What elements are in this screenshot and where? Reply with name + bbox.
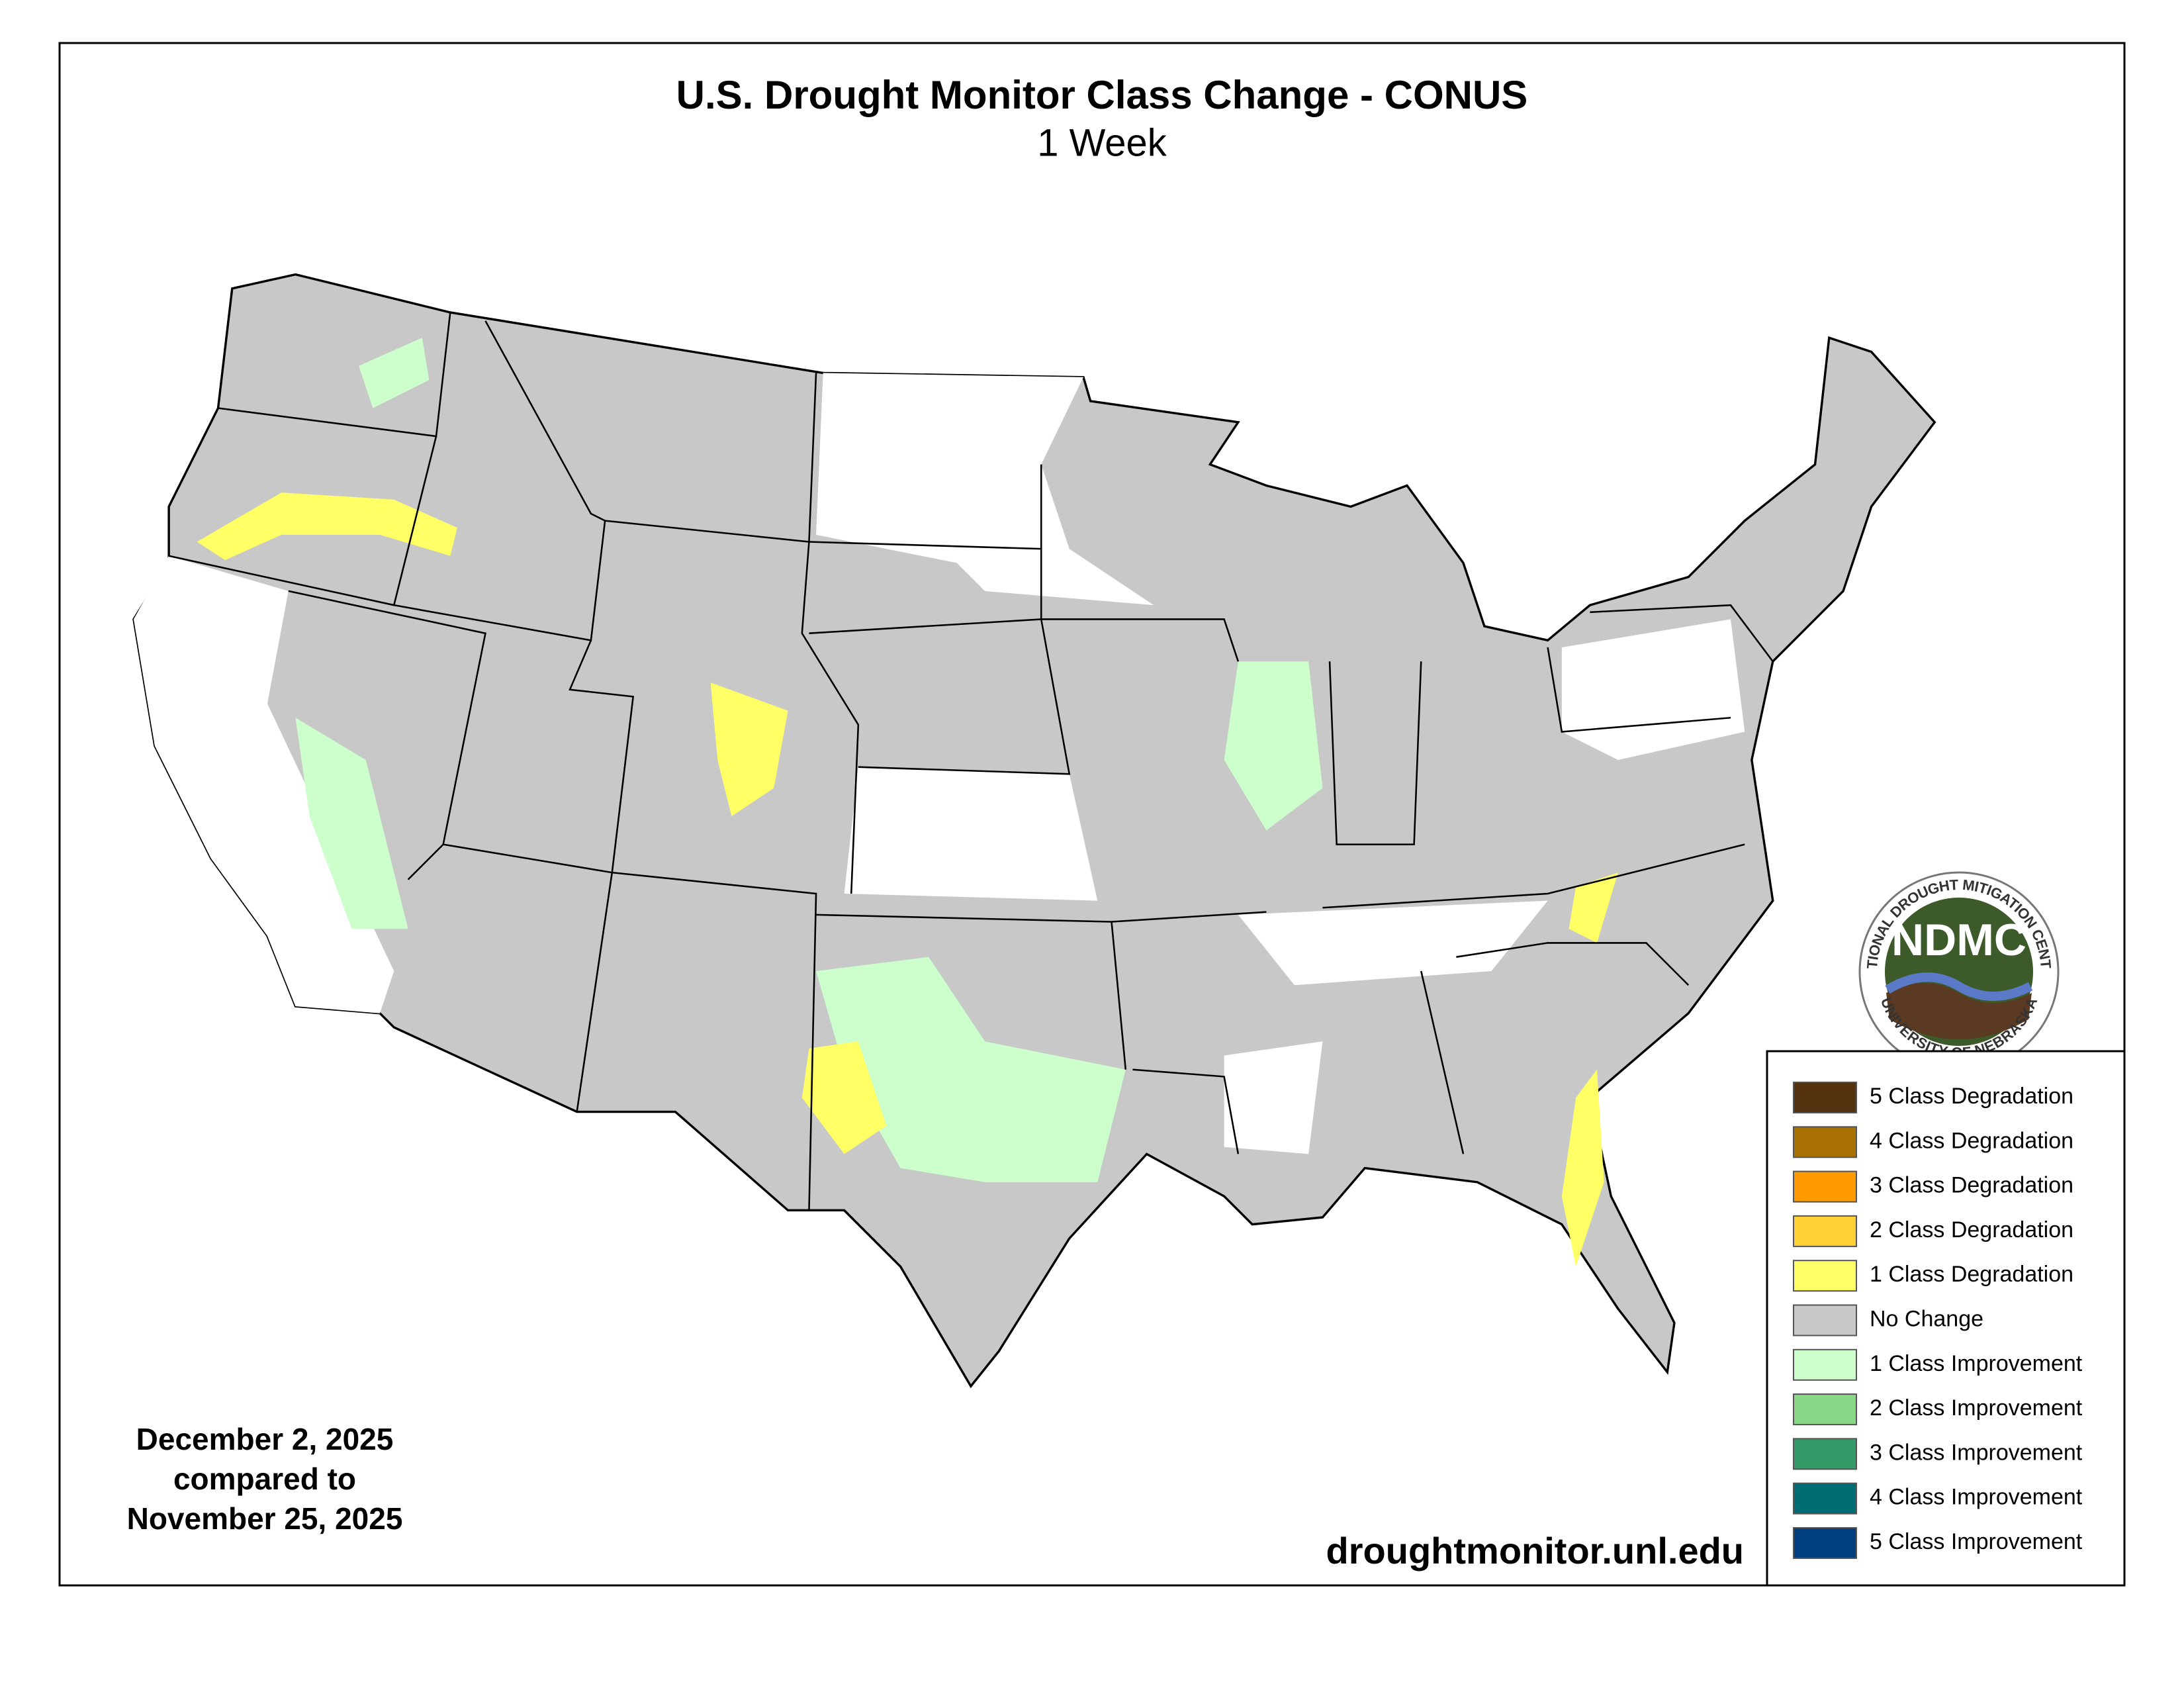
legend-swatch xyxy=(1793,1215,1857,1247)
no-data-area xyxy=(1561,619,1745,761)
no-data-area xyxy=(1238,900,1548,986)
legend-label: 2 Class Degradation xyxy=(1870,1217,2073,1243)
degradation-area xyxy=(1561,1069,1604,1267)
legend-swatch xyxy=(1793,1304,1857,1336)
legend-swatch xyxy=(1793,1348,1857,1381)
legend-swatch xyxy=(1793,1260,1857,1292)
degradation-area xyxy=(710,682,788,817)
date-previous: November 25, 2025 xyxy=(127,1501,403,1536)
legend-label: 1 Class Improvement xyxy=(1870,1351,2083,1376)
legend-swatch xyxy=(1793,1082,1857,1113)
legend-label: 5 Class Improvement xyxy=(1870,1529,2083,1554)
no-data-area xyxy=(816,373,1154,606)
legend-label: No Change xyxy=(1870,1306,1983,1331)
date-connector: compared to xyxy=(173,1462,356,1496)
degradation-area xyxy=(1569,872,1618,943)
legend-swatch xyxy=(1793,1482,1857,1515)
subtitle: 1 Week xyxy=(1037,121,1167,164)
map xyxy=(132,273,1936,1389)
logo-acronym: NDMC xyxy=(1891,915,2026,965)
degradation-area xyxy=(801,1041,887,1154)
legend-swatch xyxy=(1793,1527,1857,1559)
legend-label: 3 Class Degradation xyxy=(1870,1173,2073,1198)
logo-water xyxy=(1885,972,2033,1001)
legend-label: 3 Class Improvement xyxy=(1870,1440,2083,1465)
legend-label: 1 Class Degradation xyxy=(1870,1262,2073,1287)
improvement-area xyxy=(295,718,408,929)
no-data-area xyxy=(133,555,394,1013)
legend-label: 2 Class Improvement xyxy=(1870,1395,2083,1421)
legend-label: 4 Class Improvement xyxy=(1870,1485,2083,1510)
no-data-area xyxy=(844,767,1098,901)
legend-swatch xyxy=(1793,1393,1857,1426)
improvement-area xyxy=(816,957,1126,1182)
legend-swatch xyxy=(1793,1126,1857,1158)
improvement-area xyxy=(1224,661,1323,831)
state-lines xyxy=(168,312,1774,1211)
legend-swatch xyxy=(1793,1170,1857,1203)
legend-label: 4 Class Degradation xyxy=(1870,1128,2073,1153)
legend-label: 5 Class Degradation xyxy=(1870,1084,2073,1109)
source-url: droughtmonitor.unl.edu xyxy=(1326,1530,1744,1571)
no-data-area xyxy=(1224,1041,1323,1154)
date-current: December 2, 2025 xyxy=(136,1422,394,1456)
improvement-area xyxy=(359,338,430,408)
title: U.S. Drought Monitor Class Change - CONU… xyxy=(676,73,1528,117)
legend-swatch xyxy=(1793,1438,1857,1470)
logo-land xyxy=(1886,983,2032,1039)
degradation-area xyxy=(197,492,457,561)
legend: 5 Class Degradation 4 Class Degradation 3 … xyxy=(1793,1082,2083,1559)
